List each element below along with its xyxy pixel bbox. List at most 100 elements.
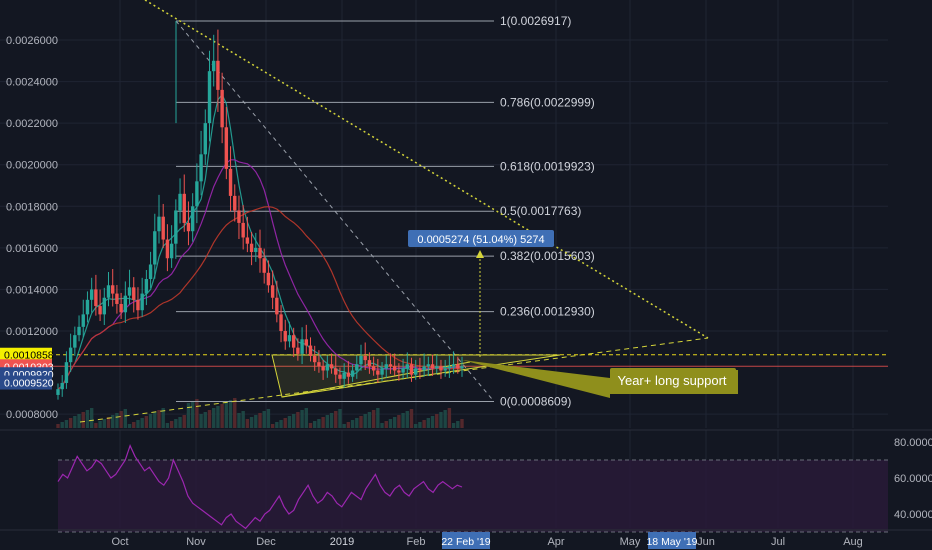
- volume-bar: [338, 409, 342, 428]
- volume-bar: [153, 412, 157, 428]
- volume-bar: [418, 422, 422, 428]
- rsi-band: [58, 460, 888, 532]
- candle-body: [296, 347, 300, 354]
- volume-bar: [287, 416, 292, 428]
- price-axis[interactable]: 0.0026000 0.0024000 0.0022000 0.0020000 0.00…: [0, 35, 58, 421]
- volume-bar: [157, 410, 161, 428]
- rsi-axis-tick: 40.0000: [894, 509, 932, 521]
- fib-level-label: 0.618(0.0019923): [500, 159, 595, 173]
- time-axis-tick: Aug: [843, 536, 863, 548]
- candle-body: [451, 364, 456, 367]
- volume-bar: [237, 413, 241, 428]
- volume-bar: [68, 418, 73, 428]
- candle-body: [212, 60, 216, 72]
- candle-body: [258, 247, 262, 259]
- fib-level-label: 0.382(0.0015603): [500, 249, 595, 263]
- candle-body: [136, 299, 140, 311]
- volume-bar: [321, 417, 325, 428]
- candle-body: [388, 364, 393, 367]
- candle-body: [283, 331, 287, 342]
- measure-arrow-head: [476, 250, 484, 258]
- price-tag-label: 0.0010858: [4, 350, 54, 362]
- candle-body: [106, 285, 111, 298]
- candle-body: [123, 295, 128, 313]
- rsi-panel[interactable]: 80.0000 60.0000 40.0000: [0, 429, 932, 533]
- volume-bar: [380, 423, 384, 428]
- price-tag[interactable]: [0, 375, 52, 390]
- rsi-axis-tick: 80.0000: [894, 437, 932, 449]
- volume-bar: [249, 417, 254, 428]
- candle-body: [186, 222, 191, 232]
- candle-body: [115, 293, 119, 304]
- volume-bar: [451, 423, 456, 428]
- volume-bar: [182, 415, 186, 428]
- time-axis-tick: Oct: [111, 536, 128, 548]
- candle-body: [350, 370, 355, 377]
- time-axis-tick: Nov: [186, 536, 206, 548]
- time-highlight[interactable]: [648, 532, 696, 549]
- volume-bar: [426, 418, 431, 428]
- candle-body: [447, 366, 452, 369]
- candle-body: [249, 243, 254, 253]
- volume-bar: [89, 408, 94, 428]
- candle-body: [422, 366, 426, 371]
- volume-bar: [102, 419, 106, 428]
- candle-body: [98, 306, 102, 315]
- time-axis-tick: Apr: [547, 536, 564, 548]
- price-tag[interactable]: [0, 347, 52, 362]
- candle-body: [220, 89, 224, 128]
- time-axis-tick: 2019: [330, 536, 354, 548]
- candle-body: [376, 370, 380, 375]
- candle-body: [245, 237, 250, 244]
- candle-body: [207, 71, 212, 124]
- time-axis-tick: Jul: [771, 536, 785, 548]
- volume-bar: [258, 413, 262, 428]
- volume-bar: [123, 409, 128, 428]
- candle-body: [68, 347, 73, 363]
- volume-bar: [186, 403, 191, 428]
- fib-level-label: 0(0.0008609): [500, 394, 571, 408]
- volume-bar: [313, 421, 317, 428]
- fibonacci-retracement[interactable]: 1(0.0026917) 0.786(0.0022999) 0.618(0.0019…: [175, 14, 595, 409]
- time-axis[interactable]: Oct Nov Dec 2019 Feb Apr May Jun Jul Aug 22 Feb '1…: [0, 529, 932, 549]
- candle-body: [418, 368, 422, 371]
- price-axis-tick: 0.0016000: [6, 243, 58, 255]
- volume-bar: [346, 422, 351, 428]
- candle-body: [270, 285, 275, 298]
- candle-body: [397, 370, 401, 373]
- candle-body: [81, 314, 85, 327]
- volume-bar: [371, 410, 376, 428]
- candle-body: [77, 326, 81, 336]
- volume-bar: [409, 409, 414, 428]
- rsi-line: [57, 443, 463, 530]
- volume-bar: [190, 401, 195, 428]
- volume-bar: [422, 420, 426, 428]
- fib-level-label: 0.5(0.0017763): [500, 204, 581, 218]
- price-axis-tick: 0.0020000: [6, 160, 58, 172]
- volume-bar: [85, 410, 90, 428]
- volume-bar: [144, 416, 149, 428]
- price-axis-tick: 0.0012000: [6, 326, 58, 338]
- volume-bar: [392, 417, 397, 428]
- candle-body: [228, 168, 233, 196]
- candle-body: [456, 364, 460, 369]
- volume-bar: [435, 414, 439, 428]
- candle-body: [94, 289, 98, 307]
- volume-bar: [296, 412, 300, 428]
- volume-bar: [430, 416, 435, 428]
- measure-box[interactable]: [408, 230, 554, 247]
- volume-bar: [254, 415, 258, 428]
- candle-body: [384, 364, 388, 369]
- volume-bar: [224, 402, 229, 428]
- volume-bar: [304, 408, 308, 428]
- time-highlight[interactable]: [442, 532, 490, 549]
- candle-body: [275, 297, 279, 315]
- candle-body: [291, 335, 296, 348]
- rsi-axis-tick: 60.0000: [894, 473, 932, 485]
- annotations[interactable]: 0.0005274 (51.04%) 5274 Year+ long suppor…: [408, 230, 738, 398]
- volume-bar: [199, 414, 203, 428]
- volume-bar: [127, 424, 132, 428]
- callout-box[interactable]: [610, 368, 736, 394]
- candle-body: [342, 372, 346, 379]
